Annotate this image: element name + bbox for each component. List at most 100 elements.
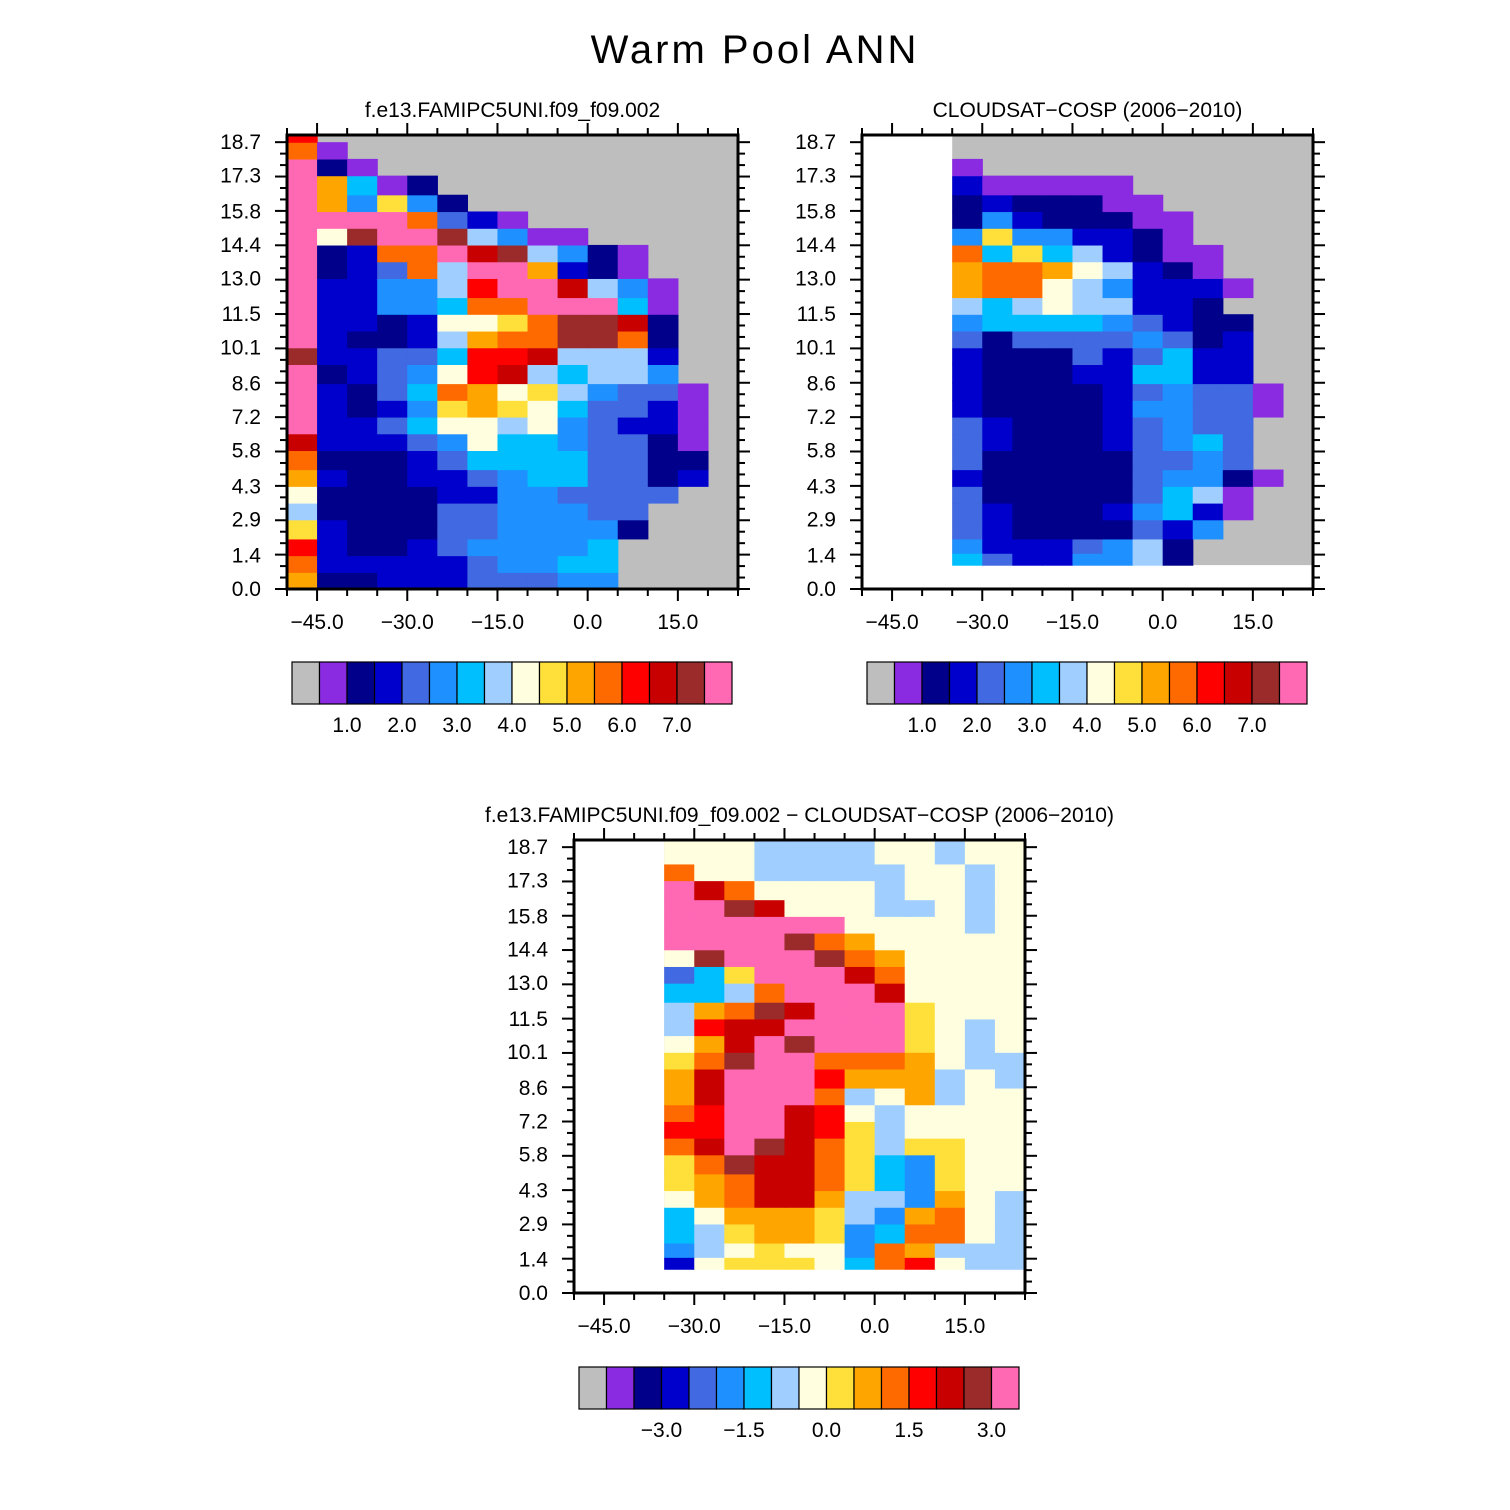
x-tick-label: 0.0 [860, 1315, 889, 1338]
heatmap-cell [952, 278, 983, 299]
colorbar-box [703, 661, 733, 705]
heatmap-cell [647, 278, 679, 299]
heatmap-cell [844, 1018, 876, 1037]
colorbar-label: 3.0 [442, 714, 471, 737]
heatmap-cell [1042, 553, 1074, 566]
heatmap-cell [1042, 175, 1074, 196]
y-tick-label: 18.7 [795, 131, 836, 154]
heatmap-cell [407, 555, 438, 573]
heatmap-cell [694, 916, 725, 934]
heatmap-cell [934, 1002, 966, 1020]
heatmap-cell [557, 469, 589, 487]
heatmap-cell [437, 211, 468, 229]
heatmap-cell [1012, 330, 1043, 349]
heatmap-cell [527, 486, 559, 504]
heatmap-cell [934, 1121, 966, 1139]
heatmap-cell [754, 1002, 786, 1020]
y-tick-label: 18.7 [507, 836, 548, 859]
y-tick-label: 4.3 [807, 475, 836, 498]
heatmap-cell [994, 932, 1026, 951]
heatmap-cell [587, 486, 619, 504]
heatmap-cell [814, 1138, 846, 1156]
heatmap-cell [754, 1104, 786, 1122]
heatmap-cell [904, 880, 936, 901]
heatmap-cell [467, 330, 499, 349]
heatmap-cell [1102, 469, 1134, 487]
heatmap-cell [437, 555, 468, 573]
heatmap-cell [1162, 450, 1194, 471]
heatmap-cell [1012, 194, 1043, 213]
heatmap-cell [754, 863, 786, 882]
heatmap-cell [587, 383, 619, 401]
heatmap-cell [1192, 502, 1224, 521]
heatmap-cell [527, 228, 559, 246]
heatmap-cell [1072, 519, 1104, 540]
heatmap-cell [664, 983, 695, 1003]
heatmap-cell [1042, 538, 1074, 554]
heatmap-cell [1102, 416, 1134, 435]
heatmap-cell [407, 519, 438, 540]
heatmap-cell [407, 572, 438, 590]
heatmap-cell [904, 1242, 936, 1258]
heatmap-cell [647, 314, 679, 332]
heatmap-cell [664, 1087, 695, 1106]
heatmap-cell [377, 175, 408, 196]
heatmap-cell [994, 1018, 1026, 1037]
y-tick-label: 1.4 [807, 545, 837, 568]
y-tick-label: 7.2 [807, 406, 836, 429]
heatmap-cell [407, 314, 438, 332]
colorbar-box [1223, 661, 1253, 705]
heatmap-cell [287, 135, 318, 143]
heatmap-cell [904, 1154, 936, 1175]
heatmap-cell [587, 433, 619, 452]
heatmap-cell [1192, 486, 1224, 504]
heatmap-cell [754, 1138, 786, 1156]
heatmap-cell [814, 1121, 846, 1139]
heatmap-cell [1042, 278, 1074, 299]
heatmap-cell [724, 1190, 755, 1208]
heatmap-cell [814, 1154, 846, 1175]
heatmap-cell [587, 450, 619, 471]
heatmap-cell [844, 1257, 876, 1270]
heatmap-cell [844, 1242, 876, 1258]
heatmap-cell [347, 555, 378, 573]
heatmap-cell [754, 966, 786, 984]
heatmap-cell [1072, 314, 1104, 332]
heatmap-cell [527, 469, 559, 487]
y-tick-label: 15.8 [795, 200, 836, 223]
y-tick-label: 7.2 [232, 406, 261, 429]
heatmap-cell [1042, 314, 1074, 332]
heatmap-cell [1192, 519, 1224, 540]
x-tick-label: −15.0 [1046, 611, 1099, 634]
y-tick-label: 11.5 [797, 303, 836, 326]
heatmap-cell [527, 502, 559, 521]
heatmap-cell [844, 1138, 876, 1156]
heatmap-cell [952, 364, 983, 385]
colorbar-label: 3.0 [1017, 714, 1046, 737]
heatmap-cell [994, 1190, 1026, 1208]
heatmap-cell [952, 330, 983, 349]
heatmap-cell [724, 840, 755, 848]
heatmap-cell [1072, 297, 1104, 315]
heatmap-cell [844, 1121, 876, 1139]
heatmap-cell [557, 555, 589, 573]
y-tick-label: 1.4 [232, 545, 262, 568]
y-tick-label: 17.3 [220, 165, 261, 188]
heatmap-cell [587, 314, 619, 332]
heatmap-cell [407, 278, 438, 299]
heatmap-cell [317, 244, 348, 263]
heatmap-cell [724, 949, 755, 967]
heatmap-cell [407, 486, 438, 504]
heatmap-cell [784, 1190, 816, 1208]
heatmap-cell [587, 347, 619, 365]
heatmap-cell [377, 261, 408, 279]
y-tick-label: 5.8 [519, 1144, 548, 1167]
heatmap-cell [694, 880, 725, 901]
heatmap-cell [347, 314, 378, 332]
y-tick-label: 5.8 [232, 439, 261, 462]
heatmap-cell [904, 1035, 936, 1053]
y-tick-label: 8.6 [807, 373, 836, 396]
heatmap-cell [587, 469, 619, 487]
heatmap-cell [952, 314, 983, 332]
heatmap-cell [647, 469, 679, 487]
